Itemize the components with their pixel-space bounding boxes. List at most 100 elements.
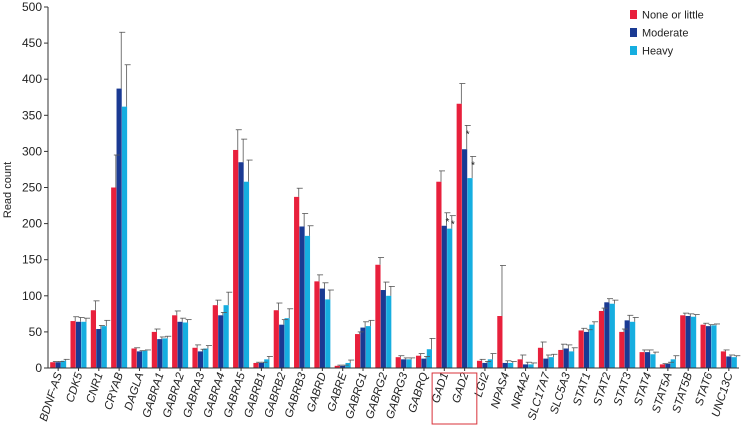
bar [726,356,732,368]
bar [304,235,311,368]
bar [497,316,503,368]
y-tick-label: 450 [22,36,42,50]
bar [386,295,392,368]
x-tick-label: BDNF-AS [38,371,65,423]
bar [401,359,407,368]
bar [563,348,569,368]
bar [508,362,514,368]
bar [90,310,97,368]
bar [476,360,483,368]
bar [604,302,610,368]
x-axis [48,367,739,371]
legend-swatch [630,46,637,55]
bar [116,88,122,368]
bar [502,362,508,368]
bar [50,362,56,368]
bar [284,318,290,368]
highlight-rect [431,372,478,425]
bar [177,321,183,368]
x-tick-label: STAT1 [571,371,593,407]
bar [375,264,381,368]
bar [406,359,412,368]
y-tick-label: 400 [22,72,42,86]
x-tick-label: SLC5A3 [548,371,573,416]
bar [624,320,630,368]
bar [223,305,229,368]
bar [548,357,554,368]
bar [212,305,218,368]
bar [182,322,189,368]
legend: None or little Moderate Heavy [630,10,704,58]
bar [523,364,529,368]
bar [319,288,325,368]
bar [360,327,366,368]
bar [436,181,442,368]
bar [685,316,691,368]
legend-label: Moderate [642,28,688,40]
bars [50,88,737,369]
bar [365,326,372,368]
bar [192,347,198,368]
bar [639,352,645,368]
bar [705,326,712,368]
x-tick-label: CRYAB [103,371,126,412]
x-tick-label: GABRQ [407,371,431,414]
x-tick-label: STAT4 [632,371,654,407]
highlight-box [431,372,478,425]
x-tick-label: STAT5B [671,371,695,415]
x-tick-label: NPAS4 [489,371,512,410]
y-tick-label: 50 [29,325,43,339]
bar [243,181,250,368]
x-tick-label: STAT3 [612,371,634,408]
y-axis: 0 50 100 150 200 250 300 350 400 450 500 [22,0,49,375]
bar [334,365,340,368]
bar [578,330,584,368]
significance-markers: **** [445,129,475,230]
bar [172,315,178,368]
significance-marker: * [466,129,470,140]
x-tick-label: CDK5 [64,371,85,404]
y-tick-label: 100 [22,289,42,303]
bar [55,362,61,368]
y-tick-label: 250 [22,181,42,195]
bar [264,359,270,368]
legend-label: Heavy [642,46,674,58]
bar [340,365,346,368]
bar [101,326,107,368]
bar [197,351,204,368]
bar [70,321,76,368]
y-tick-label: 200 [22,217,42,231]
y-tick-label: 350 [22,108,42,122]
bar [670,359,676,368]
bar [482,362,488,368]
bar [162,338,168,368]
bar [462,149,468,368]
bar [142,350,148,368]
bar [233,149,239,368]
bar [325,299,331,368]
bar [151,331,157,368]
x-tick-labels: BDNF-AS CDK5 CNR1CRYABDAGLAGABRA1GABRA2GAB… [38,371,736,423]
x-tick-label: DAGLA [123,371,147,412]
bar [665,363,671,368]
bar [487,359,493,368]
bar [203,348,209,368]
bar [279,324,285,368]
bar [294,196,300,368]
bar [731,357,737,368]
bar [157,339,163,368]
y-tick-label: 150 [22,253,42,267]
bar [380,290,386,368]
bar [131,348,137,368]
bar [583,331,590,368]
bar [467,178,473,368]
y-tick-label: 300 [22,144,42,158]
bar [426,349,432,368]
significance-marker: * [451,220,455,231]
bar [558,349,564,368]
bar [700,324,706,368]
bar [75,321,82,368]
bar [395,357,401,368]
bar [644,352,651,368]
